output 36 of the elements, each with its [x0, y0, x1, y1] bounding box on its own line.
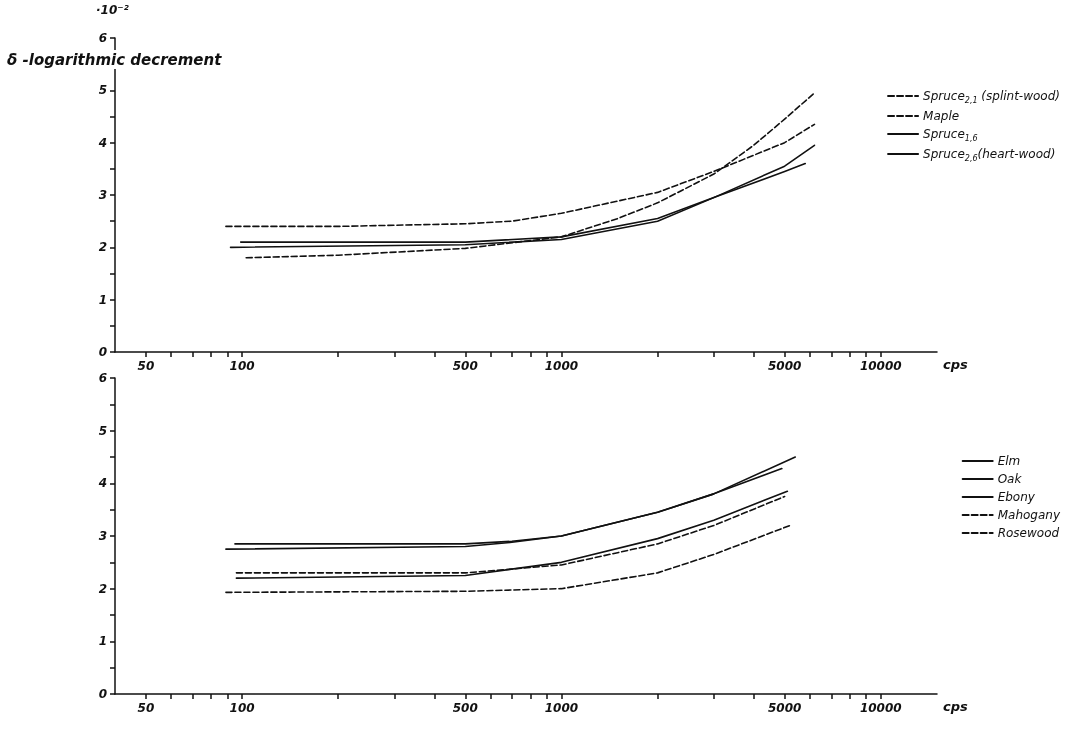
- legend-label: Elm: [997, 454, 1021, 468]
- x-tick-label: 500: [452, 359, 478, 373]
- x-tick-label: 100: [229, 359, 255, 373]
- legend-label: Mahogany: [997, 508, 1061, 522]
- y-tick-label: 0: [98, 687, 107, 701]
- x-tick-label: 100: [229, 701, 255, 715]
- y-tick-label: 5: [98, 83, 107, 98]
- x-axis-title: cps: [943, 357, 969, 372]
- x-tick-label: 5000: [767, 701, 802, 715]
- y-tick-label: 6: [98, 31, 107, 45]
- y-tick-label: 4: [97, 135, 107, 150]
- y-tick-label: 6: [98, 371, 107, 385]
- x-tick-label: 10000: [859, 701, 902, 715]
- text: ·10⁻²: [96, 3, 130, 17]
- legend-label: Ebony: [997, 490, 1036, 504]
- y-tick-label: 0: [98, 345, 107, 359]
- x-axis-title: cps: [943, 699, 969, 714]
- legend-label: Maple: [923, 109, 960, 123]
- y-tick-label: 1: [98, 292, 107, 307]
- y-tick-label: 3: [98, 529, 107, 543]
- legend-label: Oak: [997, 472, 1023, 486]
- x-tick-label: 5000: [767, 359, 802, 373]
- x-tick-label: 1000: [544, 701, 579, 715]
- y-axis-title: δ -logarithmic decrement: [7, 50, 223, 69]
- x-tick-label: 50: [137, 359, 155, 373]
- y-tick-label: 4: [97, 476, 107, 491]
- y-tick-label: 2: [98, 581, 107, 596]
- y-tick-label: 1: [98, 634, 107, 649]
- x-tick-label: 10000: [859, 359, 902, 373]
- y-tick-label: 5: [98, 423, 107, 438]
- legend-label: Rosewood: [997, 526, 1060, 540]
- x-tick-label: 1000: [544, 359, 579, 373]
- y-tick-label: 2: [98, 240, 107, 255]
- x-tick-label: 50: [137, 701, 155, 715]
- y-tick-label: 3: [98, 188, 107, 202]
- x-tick-label: 500: [452, 701, 478, 715]
